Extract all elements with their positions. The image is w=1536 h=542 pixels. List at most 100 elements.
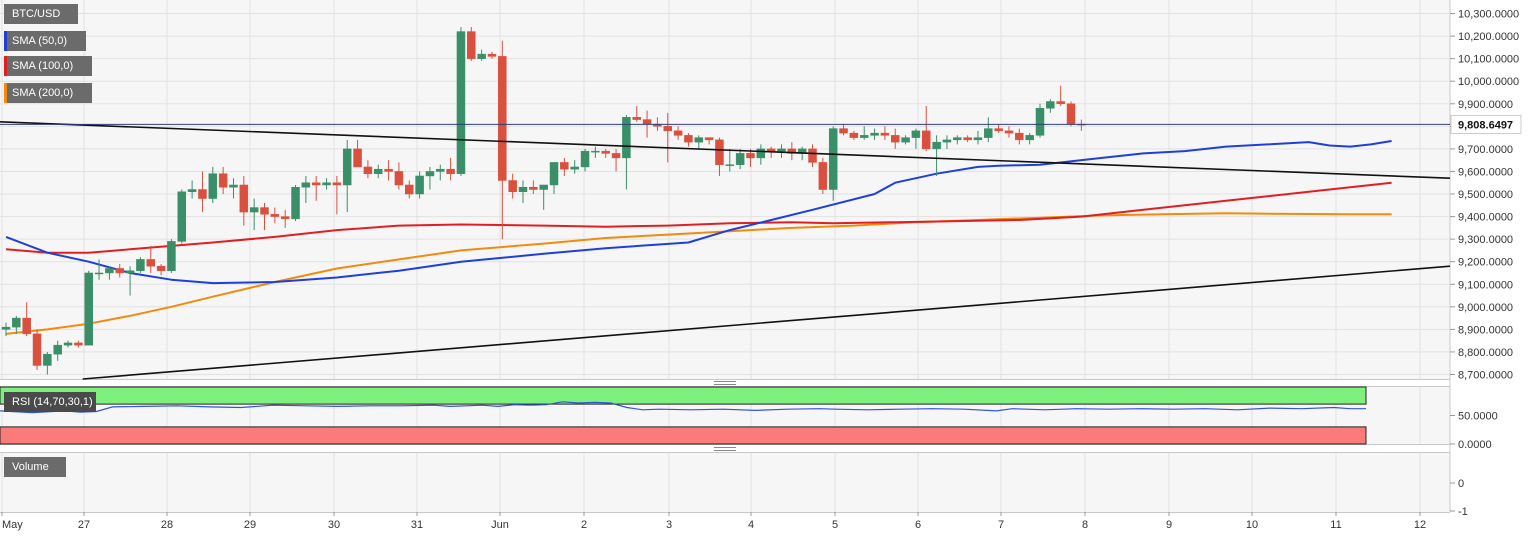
rsi-volume-resize-handle[interactable] [714, 447, 736, 451]
candle[interactable] [880, 126, 890, 140]
trend-line[interactable] [82, 265, 1451, 380]
candle[interactable] [229, 178, 238, 199]
candle[interactable] [994, 124, 1003, 134]
candle[interactable] [560, 157, 569, 176]
candle[interactable] [715, 137, 724, 176]
candle[interactable] [704, 137, 714, 145]
candle[interactable] [363, 160, 373, 179]
candle[interactable] [63, 340, 73, 348]
candle[interactable] [529, 180, 538, 195]
price-rsi-resize-handle[interactable] [714, 381, 736, 385]
candle[interactable] [694, 135, 704, 149]
candle[interactable] [187, 180, 197, 199]
candle[interactable] [591, 146, 600, 158]
candle[interactable] [311, 175, 321, 201]
candle[interactable] [673, 126, 683, 140]
candle[interactable] [22, 302, 31, 337]
candle[interactable] [580, 148, 590, 172]
volume-panel[interactable] [0, 453, 1450, 512]
candle[interactable] [984, 117, 993, 143]
candle[interactable] [467, 27, 476, 61]
candle[interactable] [973, 130, 983, 145]
candle[interactable] [1056, 85, 1065, 107]
candle[interactable] [735, 148, 745, 170]
candle[interactable] [342, 139, 352, 213]
price-panel[interactable] [0, 0, 1450, 379]
candle[interactable] [270, 207, 280, 224]
candle[interactable] [601, 148, 610, 158]
candle[interactable] [218, 166, 228, 195]
candle[interactable] [94, 259, 104, 280]
candle[interactable] [1035, 103, 1045, 138]
candle[interactable] [963, 135, 972, 143]
candle[interactable] [756, 144, 766, 165]
candle[interactable] [911, 128, 921, 149]
candle[interactable] [1046, 99, 1055, 113]
candle[interactable] [922, 106, 931, 152]
candle[interactable] [291, 184, 300, 222]
legend-sma50[interactable]: SMA (50,0) [4, 31, 86, 51]
candle[interactable] [260, 203, 269, 231]
legend-btcusd[interactable]: BTC/USD [4, 4, 78, 24]
candle[interactable] [156, 263, 166, 276]
candle[interactable] [953, 135, 962, 145]
candle[interactable] [198, 171, 207, 213]
candle[interactable] [136, 257, 145, 273]
candle[interactable] [405, 180, 414, 199]
candle[interactable] [890, 128, 900, 149]
candle[interactable] [1066, 101, 1076, 127]
candle[interactable] [549, 162, 559, 195]
candle[interactable] [322, 178, 331, 190]
candle[interactable] [1025, 133, 1034, 145]
candle[interactable] [301, 175, 311, 204]
candle[interactable] [384, 160, 393, 181]
candle[interactable] [436, 164, 445, 181]
candle[interactable] [725, 148, 735, 172]
candle[interactable] [839, 124, 848, 136]
candle[interactable] [239, 175, 249, 226]
legend-sma200[interactable]: SMA (200,0) [4, 83, 92, 103]
candle[interactable] [828, 126, 838, 201]
candle[interactable] [611, 148, 621, 172]
candle[interactable] [425, 166, 435, 190]
candle[interactable] [456, 27, 466, 176]
candle[interactable] [539, 184, 548, 210]
candle[interactable] [870, 128, 879, 140]
candle[interactable] [43, 351, 52, 375]
candle[interactable] [125, 266, 135, 296]
candle[interactable] [105, 266, 114, 280]
candle[interactable] [167, 239, 176, 273]
candle[interactable] [818, 157, 828, 195]
candle[interactable] [498, 40, 507, 240]
candle[interactable] [487, 51, 497, 59]
candle[interactable] [208, 166, 218, 204]
legend-sma100[interactable]: SMA (100,0) [4, 56, 92, 76]
candle[interactable] [373, 164, 383, 179]
candle[interactable] [12, 315, 21, 334]
candle[interactable] [1, 322, 11, 337]
candle[interactable] [332, 175, 342, 215]
candle[interactable] [508, 173, 517, 199]
candle[interactable] [477, 49, 486, 61]
candle[interactable] [353, 139, 362, 168]
candle[interactable] [622, 115, 631, 190]
candle[interactable] [1015, 128, 1024, 145]
candle[interactable] [777, 144, 786, 158]
candle[interactable] [84, 270, 93, 346]
candle[interactable] [746, 148, 755, 167]
candle[interactable] [849, 130, 859, 140]
candle[interactable] [32, 329, 42, 370]
candle[interactable] [177, 189, 187, 244]
trend-line[interactable] [0, 121, 1451, 180]
candle[interactable] [394, 162, 404, 190]
candle[interactable] [415, 171, 424, 199]
candle[interactable] [859, 126, 869, 140]
candle[interactable] [249, 198, 259, 231]
candle[interactable] [446, 157, 455, 181]
candle[interactable] [632, 106, 641, 122]
candle[interactable] [684, 133, 693, 147]
legend-rsi[interactable]: RSI (14,70,30,1) [4, 392, 96, 412]
candle[interactable] [280, 209, 290, 228]
candle[interactable] [942, 135, 952, 149]
candle[interactable] [663, 112, 673, 163]
